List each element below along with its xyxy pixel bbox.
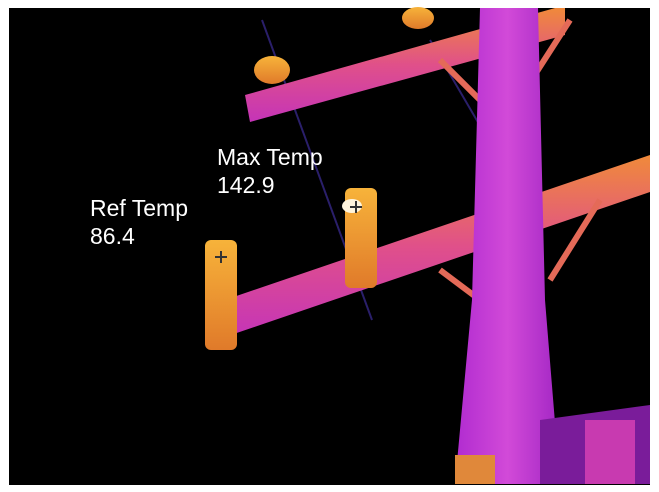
scene	[205, 7, 650, 484]
annotation-label: Ref Temp	[90, 195, 188, 221]
annotation-value: 86.4	[90, 223, 135, 249]
annotation-label: Max Temp	[217, 144, 323, 170]
crosshair	[350, 201, 362, 213]
crosshair	[215, 251, 227, 263]
annotation-value: 142.9	[217, 172, 275, 198]
